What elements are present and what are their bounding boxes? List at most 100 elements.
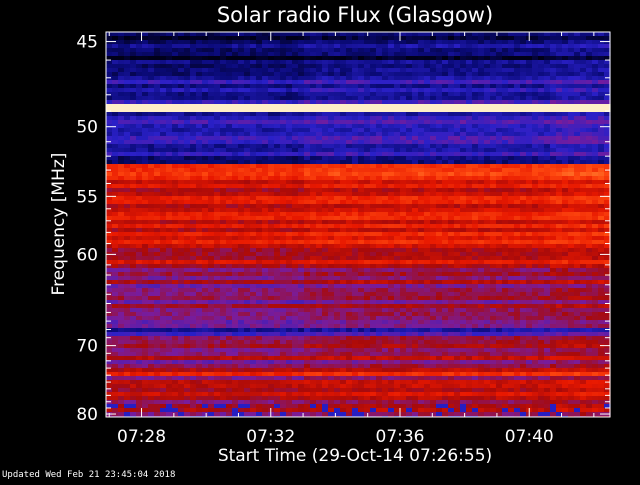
heatmap-cell [370, 148, 377, 152]
heatmap-cell [292, 212, 299, 216]
heatmap-cell [334, 192, 341, 196]
heatmap-cell [190, 144, 197, 148]
heatmap-cell [472, 36, 479, 40]
heatmap-cell [166, 256, 173, 260]
heatmap-cell [238, 232, 245, 236]
heatmap-cell [268, 240, 275, 244]
heatmap-cell [514, 228, 521, 232]
heatmap-cell [262, 84, 269, 88]
heatmap-cell [544, 184, 551, 188]
heatmap-cell [592, 64, 599, 68]
heatmap-cell [250, 88, 257, 92]
heatmap-cell [346, 104, 353, 108]
heatmap-cell [250, 48, 257, 52]
heatmap-cell [400, 260, 407, 264]
heatmap-cell [184, 204, 191, 208]
heatmap-cell [418, 96, 425, 100]
heatmap-cell [202, 208, 209, 212]
heatmap-cell [514, 196, 521, 200]
heatmap-cell [406, 120, 413, 124]
heatmap-cell [226, 204, 233, 208]
heatmap-cell [160, 152, 167, 156]
heatmap-cell [592, 116, 599, 120]
heatmap-cell [208, 32, 215, 36]
heatmap-cell [160, 68, 167, 72]
heatmap-cell [430, 140, 437, 144]
heatmap-cell [286, 220, 293, 224]
heatmap-cell [220, 128, 227, 132]
heatmap-cell [352, 212, 359, 216]
heatmap-cell [190, 200, 197, 204]
heatmap-cell [106, 112, 113, 116]
heatmap-cell [340, 68, 347, 72]
heatmap-cell [262, 108, 269, 112]
heatmap-cell [136, 256, 143, 260]
heatmap-cell [580, 104, 587, 108]
heatmap-cell [310, 236, 317, 240]
heatmap-cell [232, 176, 239, 180]
heatmap-cell [112, 108, 119, 112]
heatmap-cell [262, 140, 269, 144]
heatmap-cell [226, 160, 233, 164]
heatmap-cell [142, 124, 149, 128]
heatmap-cell [406, 216, 413, 220]
heatmap-cell [388, 40, 395, 44]
heatmap-cell [124, 52, 131, 56]
heatmap-cell [400, 188, 407, 192]
heatmap-cell [250, 76, 257, 80]
heatmap-cell [388, 192, 395, 196]
heatmap-cell [508, 160, 515, 164]
heatmap-cell [226, 32, 233, 36]
heatmap-cell [178, 160, 185, 164]
heatmap-cell [484, 68, 491, 72]
heatmap-cell [148, 248, 155, 252]
heatmap-cell [484, 136, 491, 140]
heatmap-cell [238, 212, 245, 216]
heatmap-cell [226, 184, 233, 188]
heatmap-cell [310, 252, 317, 256]
heatmap-cell [466, 232, 473, 236]
heatmap-cell [562, 212, 569, 216]
heatmap-cell [166, 124, 173, 128]
heatmap-cell [184, 108, 191, 112]
heatmap-cell [232, 144, 239, 148]
heatmap-cell [244, 156, 251, 160]
heatmap-cell [280, 236, 287, 240]
heatmap-cell [190, 76, 197, 80]
heatmap-cell [364, 128, 371, 132]
heatmap-cell [574, 232, 581, 236]
heatmap-cell [214, 204, 221, 208]
heatmap-cell [376, 120, 383, 124]
heatmap-cell [208, 44, 215, 48]
heatmap-cell [298, 72, 305, 76]
heatmap-cell [214, 240, 221, 244]
heatmap-cell [154, 64, 161, 68]
heatmap-cell [562, 252, 569, 256]
heatmap-cell [148, 192, 155, 196]
heatmap-cell [538, 152, 545, 156]
heatmap-cell [334, 264, 341, 268]
heatmap-cell [184, 240, 191, 244]
heatmap-cell [190, 192, 197, 196]
heatmap-cell [436, 92, 443, 96]
heatmap-cell [322, 36, 329, 40]
heatmap-cell [586, 92, 593, 96]
heatmap-cell [244, 192, 251, 196]
heatmap-cell [196, 56, 203, 60]
heatmap-cell [538, 44, 545, 48]
heatmap-cell [274, 44, 281, 48]
heatmap-cell [214, 92, 221, 96]
heatmap-cell [538, 124, 545, 128]
heatmap-cell [400, 128, 407, 132]
heatmap-cell [118, 156, 125, 160]
heatmap-cell [340, 108, 347, 112]
heatmap-cell [310, 160, 317, 164]
heatmap-cell [430, 220, 437, 224]
heatmap-cell [538, 164, 545, 168]
heatmap-cell [298, 116, 305, 120]
heatmap-cell [370, 228, 377, 232]
heatmap-cell [496, 208, 503, 212]
heatmap-cell [214, 244, 221, 248]
heatmap-cell [508, 124, 515, 128]
heatmap-cell [358, 52, 365, 56]
